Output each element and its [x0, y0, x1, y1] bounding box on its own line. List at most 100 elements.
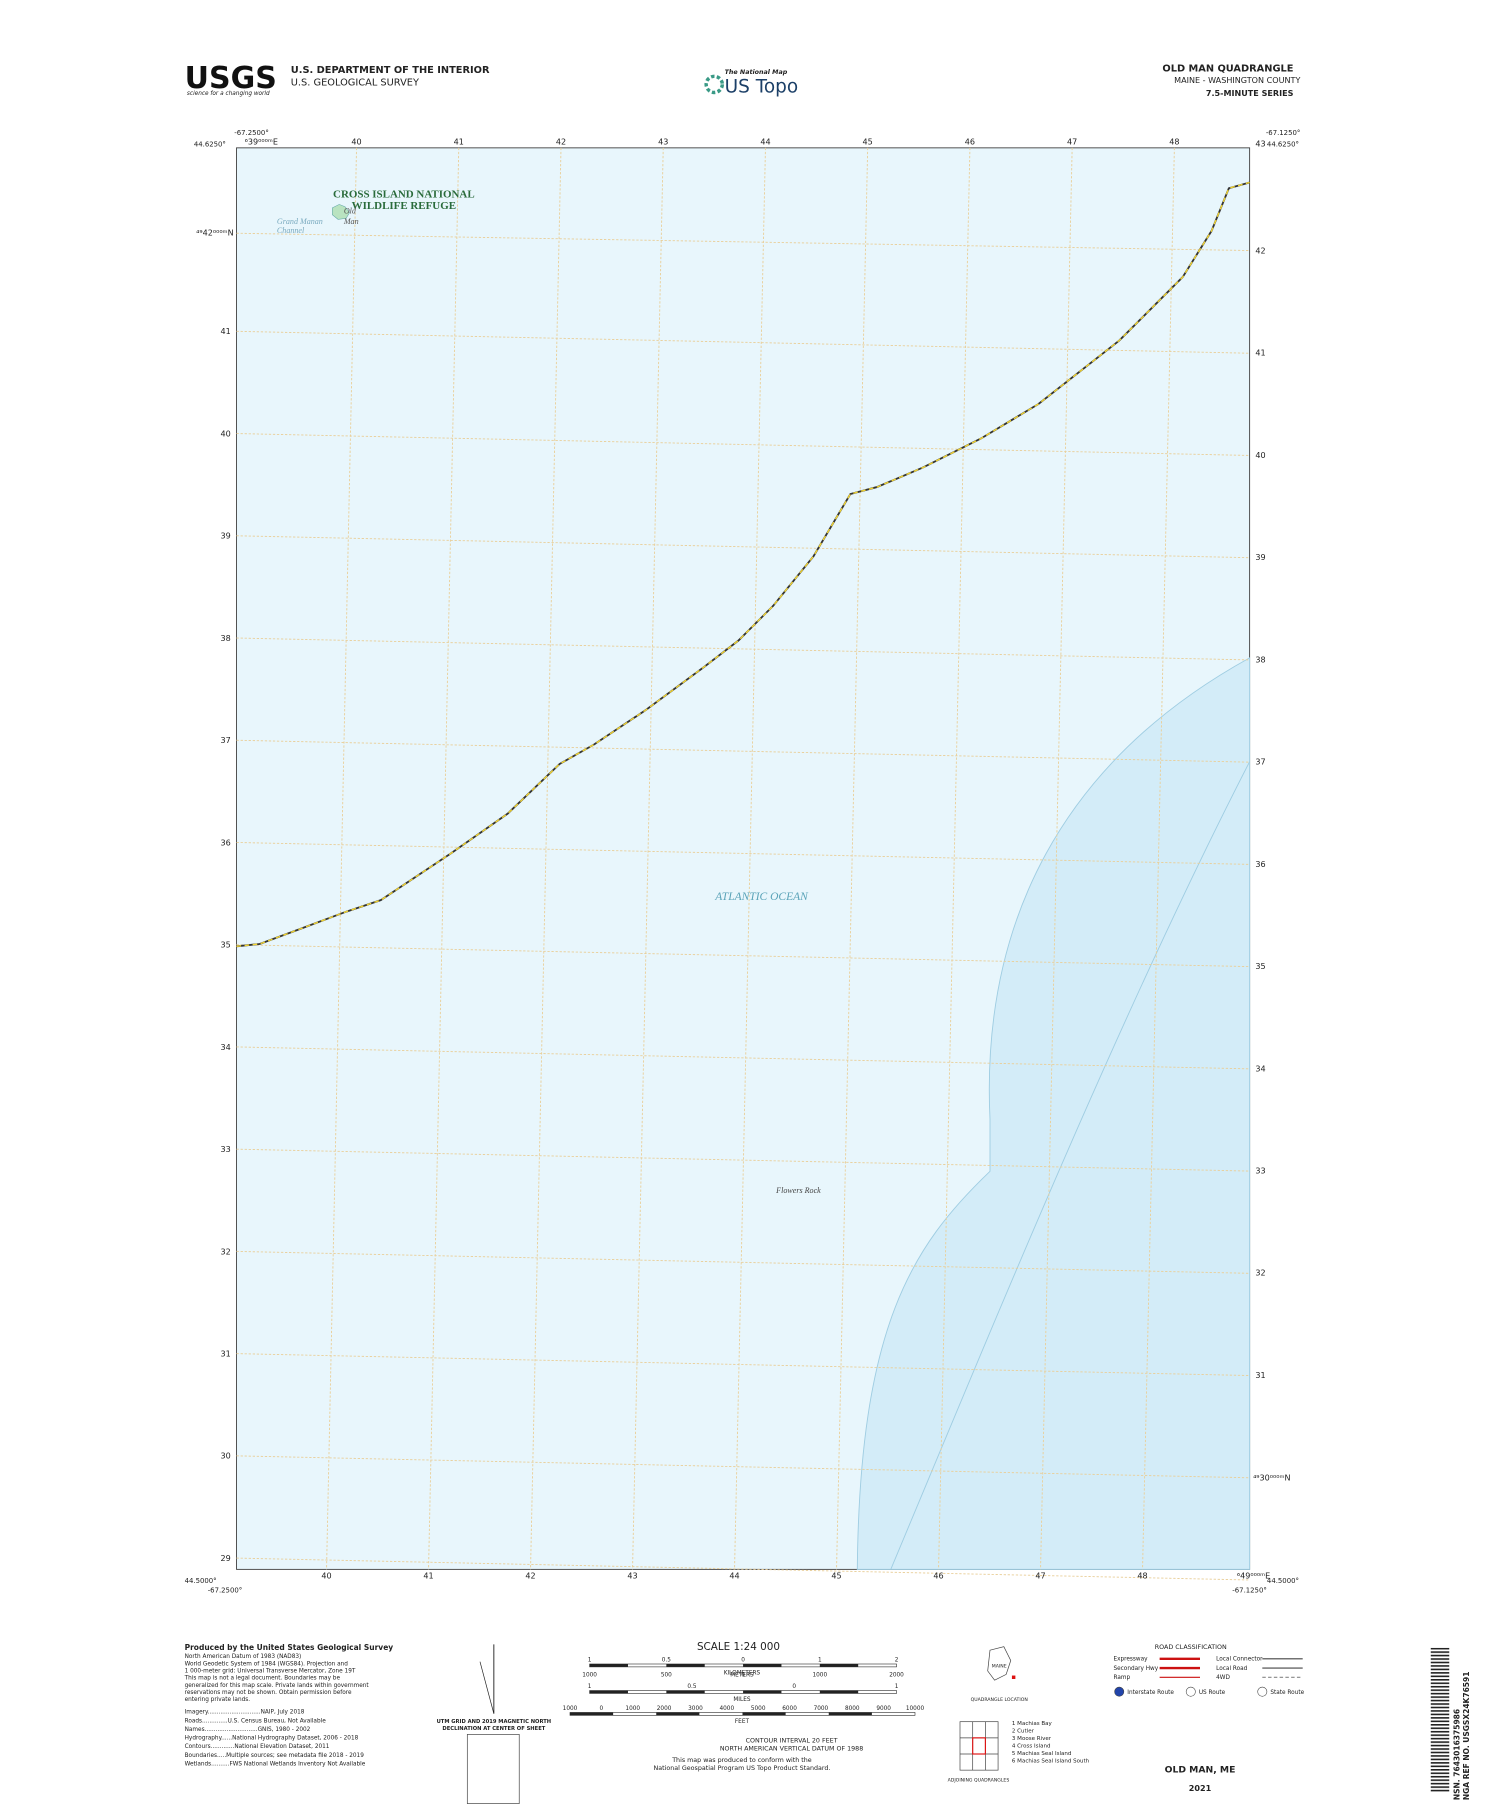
grid-line: [1040, 147, 1073, 1570]
corner-label: 44.6250°: [194, 141, 226, 149]
scale-bar-seg: [819, 1690, 859, 1694]
grid-label: 48: [1169, 137, 1179, 146]
scale-tick: 1: [588, 1658, 592, 1664]
grid-line: [236, 1148, 1250, 1172]
ocean-label: ATLANTIC OCEAN: [714, 891, 809, 903]
nga-ref: NGA REF NO. USGSX24K76591: [1462, 1672, 1471, 1801]
grid-line: [236, 433, 1250, 456]
note: reservations may not be shown. Obtain pe…: [185, 1690, 352, 1696]
grid-label: 37: [1255, 758, 1265, 767]
agency: U.S. GEOLOGICAL SURVEY: [291, 78, 419, 89]
note: entering private lands.: [185, 1697, 251, 1703]
grid-label: 41: [423, 1572, 433, 1581]
declination: UTM GRID AND 2019 MAGNETIC NORTH: [437, 1719, 552, 1725]
feature-label: Flowers Rock: [775, 1186, 821, 1195]
grid-label: 47: [1035, 1572, 1045, 1581]
refuge-label: CROSS ISLAND NATIONAL: [333, 188, 475, 200]
route-shield: [1257, 1686, 1268, 1697]
scale-tick: 6000: [782, 1706, 797, 1712]
adjoining-grid: [959, 1721, 999, 1771]
national-map: The National Map: [725, 68, 788, 76]
road-title: ROAD CLASSIFICATION: [1155, 1644, 1227, 1651]
adjoining-quad: 2 Cutler: [1012, 1729, 1035, 1735]
grid-line: [236, 637, 1250, 661]
standard: National Geospatial Program US Topo Prod…: [653, 1765, 830, 1772]
credit: Imagery.............................NAIP…: [185, 1710, 305, 1716]
adjoining-quad: 1 Machias Bay: [1012, 1721, 1053, 1727]
scale-tick: 500: [661, 1673, 672, 1679]
grid-label: 44: [729, 1572, 739, 1581]
tagline: science for a changing world: [187, 91, 270, 97]
road-type: Expressway: [1113, 1657, 1148, 1663]
grid-label: ⁶49⁰⁰⁰ᵐE: [1237, 1572, 1270, 1581]
nsn: NSN. 7643016375986: [1453, 1709, 1462, 1800]
shoal-line: [890, 761, 1251, 1570]
quad-year: 2021: [1189, 1784, 1212, 1793]
scale-tick: 10000: [906, 1706, 925, 1712]
credit: Roads..............U.S. Census Bureau, N…: [185, 1718, 327, 1724]
note: World Geodetic System of 1984 (WGS84). P…: [185, 1661, 349, 1667]
grid-label: 40: [321, 1572, 331, 1581]
location-label: QUADRANGLE LOCATION: [971, 1697, 1028, 1703]
scale-tick: 1000: [582, 1673, 597, 1679]
scale-tick: 1: [895, 1684, 899, 1690]
note: This map is not a legal document. Bounda…: [184, 1676, 341, 1682]
grid-line: [530, 147, 562, 1570]
map-frame: CROSS ISLAND NATIONAL WILDLIFE REFUGE Ol…: [236, 147, 1251, 1581]
grid-label: 40: [351, 137, 361, 146]
grid-label: 36: [1255, 860, 1265, 869]
road-type: Local Road: [1216, 1666, 1248, 1672]
place-label: Man: [343, 217, 359, 226]
grid-label: 35: [221, 941, 231, 950]
road-type: Local Connector: [1216, 1657, 1263, 1663]
scale-bar-seg: [656, 1712, 700, 1716]
road-type: Ramp: [1113, 1675, 1130, 1681]
grid-label: 31: [221, 1350, 231, 1359]
grid-label: 34: [1255, 1064, 1265, 1073]
grid-label: 48: [1137, 1572, 1147, 1581]
route-type: US Route: [1199, 1690, 1226, 1696]
scale-unit: MILES: [733, 1697, 750, 1703]
quad-title: OLD MAN QUADRANGLE: [1162, 64, 1293, 75]
contour: NORTH AMERICAN VERTICAL DATUM OF 1988: [720, 1746, 863, 1753]
scale-tick: 8000: [845, 1706, 860, 1712]
credit: Contours.............National Elevation …: [185, 1744, 330, 1750]
grid-label: 43: [658, 137, 668, 146]
road-type: 4WD: [1216, 1675, 1230, 1681]
scale-tick: 1000: [563, 1706, 578, 1712]
corner-label: 44.5000°: [185, 1577, 217, 1585]
grid-label: 44: [760, 137, 770, 146]
scale-tick: 2: [895, 1658, 899, 1664]
grid-line: [326, 147, 357, 1570]
grid-line: [836, 147, 869, 1570]
corner-label: 44.6250°: [1267, 141, 1299, 149]
route-shield: [1114, 1686, 1125, 1697]
grid-label: 40: [1255, 451, 1265, 460]
grid-label: 30: [221, 1452, 231, 1461]
barcode: [1430, 1647, 1450, 1793]
note: generalized for this map scale. Private …: [185, 1683, 370, 1689]
grid-label: 43: [1255, 140, 1265, 149]
grid-line: [236, 944, 1250, 968]
us-topo: US Topo: [725, 76, 799, 97]
us-topo-icon: [704, 74, 725, 95]
scale-bar-seg: [570, 1712, 614, 1716]
scale-tick: 2000: [657, 1706, 672, 1712]
grid-line: [236, 330, 1250, 354]
scale-tick: 1: [588, 1684, 592, 1690]
adjoining-quad: 5 Machias Seal Island: [1012, 1751, 1071, 1757]
producer: Produced by the United States Geological…: [185, 1643, 394, 1652]
grid-label: 31: [1255, 1371, 1265, 1380]
scale-tick: 1000: [812, 1673, 827, 1679]
place-label: Old: [344, 207, 357, 216]
corner-label: -67.2500°: [208, 1586, 243, 1594]
scale-bar-seg: [828, 1712, 872, 1716]
grid-label: 37: [221, 736, 231, 745]
grid-label: 41: [1255, 349, 1265, 358]
credit: Wetlands..........FWS National Wetlands …: [185, 1762, 366, 1768]
scale-bar-seg: [743, 1690, 782, 1694]
adjoining-quad: 3 Moose River: [1012, 1736, 1052, 1742]
scale-tick: 0: [792, 1684, 796, 1690]
scale-tick: 0: [741, 1673, 745, 1679]
grid-label: ⁴⁹42⁰⁰⁰ᵐN: [196, 229, 233, 238]
